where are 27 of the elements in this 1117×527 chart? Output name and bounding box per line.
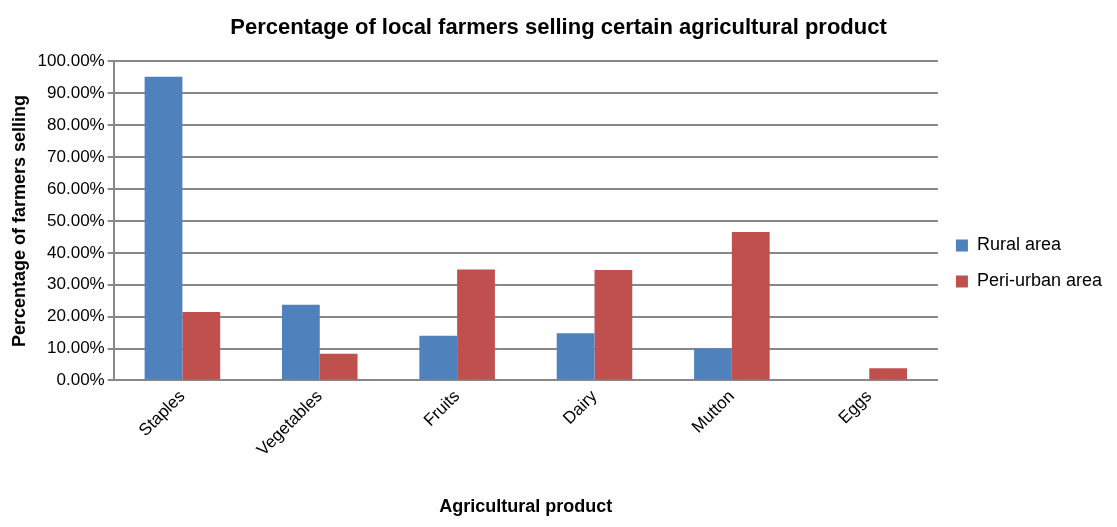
y-tick-label: 30.00% [47, 274, 105, 294]
legend-label: Peri-urban area [976, 270, 1103, 291]
bar [319, 353, 358, 380]
bar [594, 270, 633, 380]
y-tick-label: 10.00% [47, 338, 105, 358]
y-tick-label: 100.00% [37, 51, 105, 71]
bar [182, 311, 221, 380]
bar [419, 335, 458, 380]
bar [694, 348, 732, 380]
bar [869, 368, 908, 380]
y-tick-label: 90.00% [47, 83, 105, 102]
y-tick-label: 50.00% [47, 210, 105, 230]
bar [281, 304, 320, 380]
bar [144, 76, 183, 380]
x-axis-title: Agricultural product [439, 496, 613, 517]
chart-title: Percentage of local farmers selling certain agricultural product [230, 14, 888, 40]
y-axis-title: Percentage of farmers selling [8, 94, 29, 347]
bar [556, 333, 595, 380]
y-tick-label: 20.00% [47, 306, 105, 326]
y-tick-label: 40.00% [47, 242, 105, 262]
y-tick-label: 70.00% [47, 146, 105, 166]
bar [457, 269, 495, 380]
y-tick-label: 80.00% [47, 114, 105, 134]
bar [731, 232, 770, 380]
y-tick-label: 0.00% [56, 370, 105, 390]
legend-label: Rural area [976, 234, 1062, 255]
y-tick-label: 60.00% [47, 178, 105, 198]
